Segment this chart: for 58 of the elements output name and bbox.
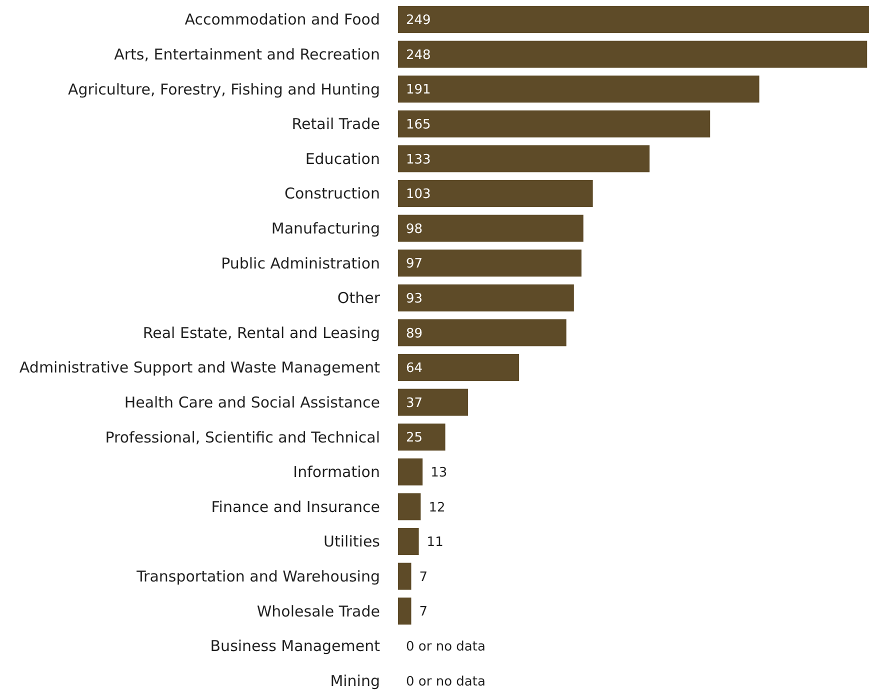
y-tick-label: Administrative Support and Waste Management: [19, 358, 380, 377]
y-tick-label: Retail Trade: [292, 115, 380, 134]
y-tick-label: Health Care and Social Assistance: [124, 394, 380, 412]
data-label: 0 or no data: [406, 674, 486, 690]
y-tick-label: Manufacturing: [271, 220, 380, 238]
y-tick-label: Education: [305, 150, 380, 168]
bar: [398, 6, 869, 33]
data-label: 13: [430, 465, 448, 480]
bar: [398, 493, 421, 520]
bar: [398, 180, 593, 207]
data-label: 12: [428, 500, 446, 516]
bar: [398, 528, 419, 555]
y-tick-label: Utilities: [324, 532, 380, 551]
data-label: 248: [406, 48, 431, 63]
data-label: 11: [426, 535, 444, 550]
data-label: 191: [406, 82, 431, 98]
bar: [398, 458, 423, 486]
data-label: 97: [406, 256, 423, 272]
data-label: 7: [419, 604, 428, 620]
bar: [398, 250, 582, 277]
bar: [398, 319, 566, 346]
data-label: 98: [406, 222, 423, 237]
y-tick-label: Agriculture, Forestry, Fishing and Hunting: [68, 80, 380, 98]
data-label: 89: [406, 326, 423, 342]
bar: [398, 598, 412, 625]
bar: [398, 110, 710, 138]
bar: [398, 562, 412, 590]
y-tick-label: Mining: [330, 672, 380, 690]
y-tick-label: Business Management: [210, 637, 380, 656]
y-tick-label: Arts, Entertainment and Recreation: [114, 46, 380, 64]
bar: [398, 424, 446, 451]
bar: [398, 76, 760, 103]
data-label: 93: [406, 291, 423, 306]
y-tick-label: Real Estate, Rental and Leasing: [142, 324, 380, 342]
y-tick-label: Professional, Scientific and Technical: [105, 428, 380, 446]
y-tick-label: Wholesale Trade: [256, 602, 380, 620]
data-label: 133: [406, 152, 431, 168]
data-label: 103: [406, 187, 431, 202]
data-label: 165: [406, 117, 431, 132]
bar: [398, 40, 868, 68]
y-tick-label: Construction: [284, 184, 380, 203]
y-tick-label: Accommodation and Food: [184, 10, 380, 29]
bar: [398, 284, 574, 312]
data-label: 37: [406, 396, 423, 411]
y-tick-label: Public Administration: [221, 254, 380, 272]
y-tick-label: Transportation and Warehousing: [136, 568, 380, 586]
data-label: 249: [406, 13, 431, 28]
data-label: 7: [419, 570, 428, 585]
y-tick-label: Finance and Insurance: [211, 498, 380, 516]
data-label: 25: [406, 430, 423, 446]
data-label: 64: [406, 361, 423, 376]
bar: [398, 388, 468, 416]
y-tick-label: Information: [293, 463, 380, 482]
bar: [398, 145, 650, 172]
y-tick-label: Other: [337, 289, 381, 308]
bar: [398, 354, 520, 381]
data-label: 0 or no data: [406, 639, 486, 654]
bar: [398, 214, 584, 242]
